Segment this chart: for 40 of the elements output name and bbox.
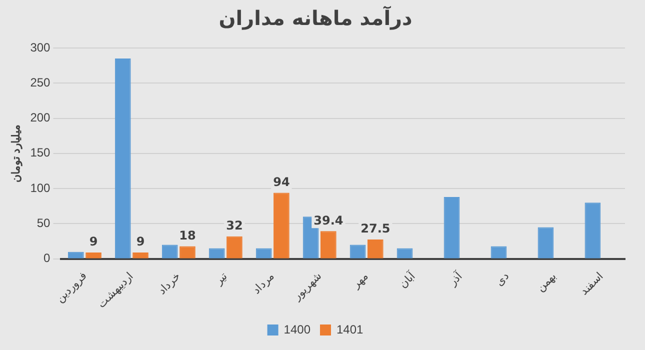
data-label: 39.4 bbox=[314, 213, 344, 228]
data-label: 32 bbox=[226, 218, 243, 232]
x-tick-label: بهمن bbox=[534, 270, 559, 294]
y-tick-label: 0 bbox=[44, 251, 51, 266]
bar bbox=[68, 252, 84, 258]
x-tick-label: مرداد bbox=[250, 270, 277, 296]
bar bbox=[114, 58, 131, 258]
data-label: 27.5 bbox=[360, 222, 390, 236]
x-tick-label: فروردین bbox=[54, 270, 89, 305]
y-tick-label: 50 bbox=[36, 216, 51, 230]
y-tick-label: 100 bbox=[30, 180, 51, 195]
x-tick-label: اردیبهشت bbox=[96, 270, 136, 311]
y-tick-label: 300 bbox=[30, 40, 51, 54]
bar bbox=[86, 252, 102, 258]
bar bbox=[444, 197, 460, 258]
y-tick-label: 150 bbox=[30, 146, 51, 160]
x-tick-label: آبان bbox=[396, 268, 419, 291]
legend-label: 1400 bbox=[284, 322, 311, 336]
x-tick-label: آذر bbox=[446, 268, 466, 289]
x-tick-label: شهریور bbox=[290, 270, 324, 304]
y-tick-label: 250 bbox=[30, 75, 51, 90]
x-tick-label: تیر bbox=[212, 270, 230, 288]
y-tick-label: 200 bbox=[30, 110, 51, 125]
x-tick-label: مهر bbox=[350, 270, 371, 292]
x-tick-label: خرداد bbox=[156, 270, 183, 298]
data-label: 9 bbox=[136, 234, 145, 249]
data-label: 94 bbox=[273, 174, 290, 189]
chart-title: درآمد ماهانه مداران bbox=[218, 5, 412, 30]
data-label: 18 bbox=[179, 228, 196, 242]
x-tick-label: اسفند bbox=[578, 270, 606, 298]
data-label: 9 bbox=[89, 234, 98, 249]
legend-label: 1401 bbox=[336, 322, 364, 336]
bar bbox=[132, 252, 148, 258]
bar bbox=[226, 236, 242, 258]
bar bbox=[538, 227, 554, 258]
x-tick-label: دی bbox=[493, 270, 512, 289]
bar bbox=[274, 192, 290, 258]
bar bbox=[320, 231, 336, 258]
bar bbox=[584, 202, 601, 258]
y-axis-title: میلیارد تومان bbox=[10, 124, 23, 182]
